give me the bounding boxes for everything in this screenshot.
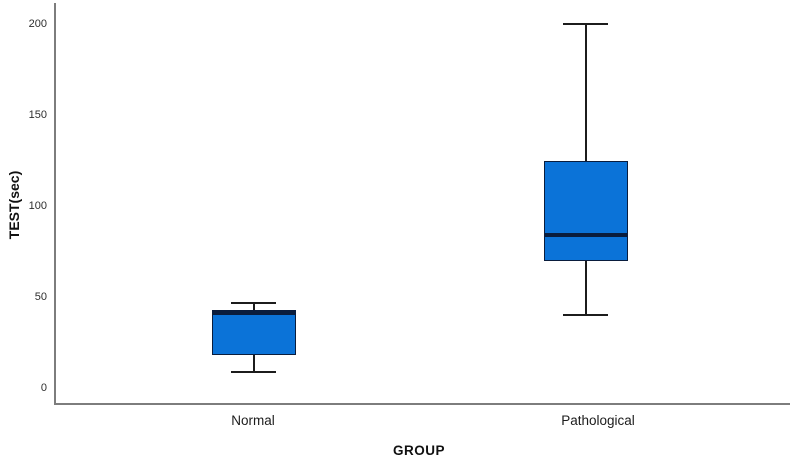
iqr-box [543, 160, 628, 261]
whisker-cap-min [563, 314, 608, 317]
whisker-cap-max [231, 301, 276, 304]
y-tick-label: 150 [28, 109, 47, 122]
whisker-stem-top [584, 24, 587, 161]
x-axis-line [54, 403, 790, 405]
x-category-label: Pathological [561, 413, 635, 428]
y-tick-label: 200 [28, 18, 47, 31]
whisker-cap-max [563, 23, 608, 26]
x-axis-title: GROUP [392, 443, 445, 458]
iqr-box [211, 309, 296, 356]
y-axis-line [54, 3, 56, 405]
y-tick-label: 50 [34, 291, 47, 304]
whisker-stem-top [252, 302, 255, 310]
y-tick-label: 0 [40, 382, 47, 394]
y-tick-label: 100 [28, 200, 47, 213]
whisker-stem-bottom [584, 260, 587, 316]
median-line [543, 233, 628, 238]
median-line [211, 311, 296, 316]
x-category-label: Normal [231, 413, 275, 428]
whisker-stem-bottom [252, 355, 255, 372]
whisker-cap-min [231, 370, 276, 373]
